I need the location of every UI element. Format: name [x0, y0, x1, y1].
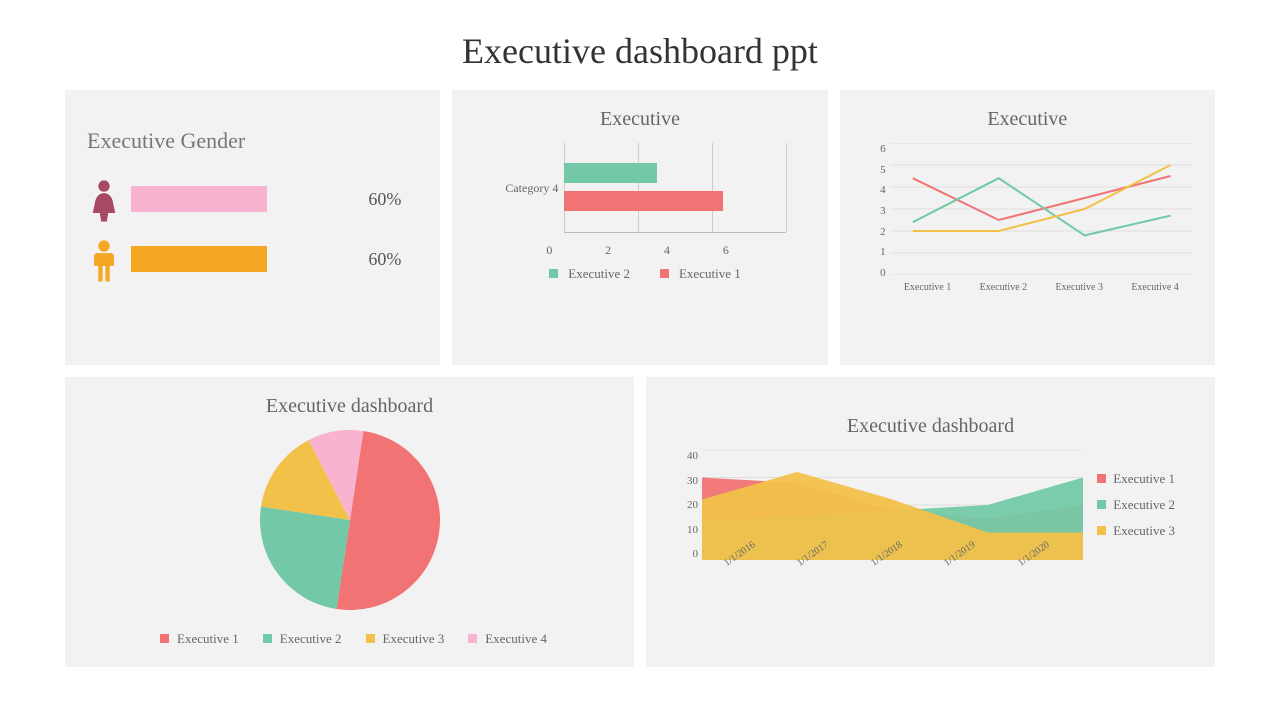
female-icon: [87, 179, 121, 219]
card-line-title: Executive: [862, 108, 1193, 131]
card-area: Executive dashboard 010203040 Executive …: [646, 377, 1215, 667]
gender-pct: 60%: [368, 189, 418, 210]
hbar-bar: [564, 191, 723, 211]
page-title: Executive dashboard ppt: [0, 0, 1280, 90]
card-hbar-title: Executive: [474, 108, 805, 131]
gender-pct: 60%: [368, 249, 418, 270]
hbar-legend: Executive 2Executive 1: [474, 266, 805, 282]
gender-row: 60%: [87, 239, 418, 279]
gender-bar: [131, 186, 358, 212]
hbar-xticks: 0246: [550, 243, 785, 258]
card-pie: Executive dashboard Executive 1Executive…: [65, 377, 634, 667]
area-xticks: 1/1/20161/1/20171/1/20181/1/20191/1/2020: [702, 564, 1069, 583]
pie-legend: Executive 1Executive 2Executive 3Executi…: [87, 631, 612, 647]
dashboard-grid: Executive Gender 60% 60% Executive Categ…: [0, 90, 1280, 667]
gender-row: 60%: [87, 179, 418, 219]
card-area-title: Executive dashboard: [668, 415, 1193, 438]
row-1: Executive Gender 60% 60% Executive Categ…: [65, 90, 1215, 365]
male-icon: [87, 239, 121, 279]
card-hbar: Executive Category 4 0246 Executive 2Exe…: [452, 90, 827, 365]
card-pie-title: Executive dashboard: [87, 395, 612, 418]
card-gender: Executive Gender 60% 60%: [65, 90, 440, 365]
card-gender-title: Executive Gender: [87, 128, 418, 154]
pie-plot: [87, 430, 612, 615]
gender-bar: [131, 246, 358, 272]
line-plot: 0123456 Executive 1Executive 2Executive …: [862, 143, 1193, 293]
hbar-category-label: Category 4: [494, 143, 564, 233]
area-legend: Executive 1 Executive 2 Executive 3: [1083, 450, 1193, 560]
card-line: Executive 0123456 Executive 1Executive 2…: [840, 90, 1215, 365]
row-2: Executive dashboard Executive 1Executive…: [65, 377, 1215, 667]
hbar-bar: [564, 163, 656, 183]
hbar-plot: Category 4: [494, 143, 785, 233]
